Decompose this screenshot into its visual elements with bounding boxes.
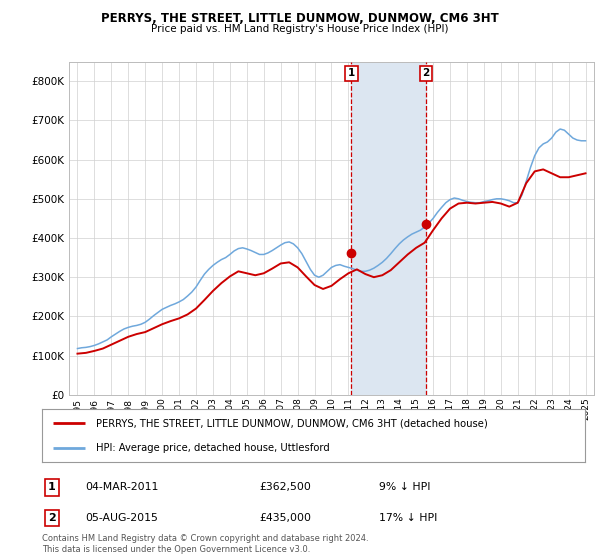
Text: HPI: Average price, detached house, Uttlesford: HPI: Average price, detached house, Uttl…	[97, 442, 330, 452]
Text: 1: 1	[347, 68, 355, 78]
Text: 2: 2	[48, 513, 56, 523]
Text: £435,000: £435,000	[259, 513, 311, 523]
Text: 17% ↓ HPI: 17% ↓ HPI	[379, 513, 437, 523]
Text: Contains HM Land Registry data © Crown copyright and database right 2024.
This d: Contains HM Land Registry data © Crown c…	[42, 534, 368, 554]
Text: £362,500: £362,500	[259, 482, 311, 492]
Text: 04-MAR-2011: 04-MAR-2011	[85, 482, 159, 492]
Text: PERRYS, THE STREET, LITTLE DUNMOW, DUNMOW, CM6 3HT (detached house): PERRYS, THE STREET, LITTLE DUNMOW, DUNMO…	[97, 418, 488, 428]
Bar	[352, 62, 426, 395]
Text: Price paid vs. HM Land Registry's House Price Index (HPI): Price paid vs. HM Land Registry's House …	[151, 24, 449, 34]
Text: PERRYS, THE STREET, LITTLE DUNMOW, DUNMOW, CM6 3HT: PERRYS, THE STREET, LITTLE DUNMOW, DUNMO…	[101, 12, 499, 25]
Text: 2: 2	[422, 68, 430, 78]
Text: 05-AUG-2015: 05-AUG-2015	[85, 513, 158, 523]
Text: 1: 1	[48, 482, 56, 492]
Text: 9% ↓ HPI: 9% ↓ HPI	[379, 482, 430, 492]
